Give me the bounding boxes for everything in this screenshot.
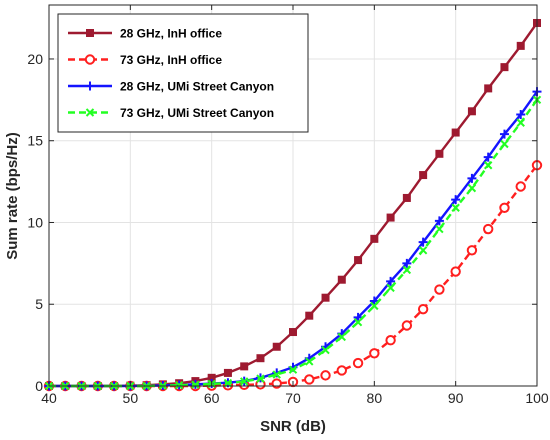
data-point <box>385 335 396 346</box>
data-point <box>337 332 347 342</box>
data-point <box>256 354 265 363</box>
legend-label: 28 GHz, InH office <box>120 27 222 41</box>
data-point <box>386 283 395 293</box>
data-point <box>386 276 396 286</box>
data-point <box>450 266 461 277</box>
data-point <box>418 237 428 247</box>
data-point <box>354 256 363 265</box>
y-axis-label: Sum rate (bps/Hz) <box>4 132 21 260</box>
data-point <box>516 41 525 50</box>
data-point <box>369 348 380 359</box>
data-point <box>240 362 249 371</box>
data-point <box>223 368 232 377</box>
y-tick-label: 10 <box>27 214 43 230</box>
data-point <box>434 284 445 295</box>
data-point <box>483 161 493 170</box>
data-point <box>370 301 379 311</box>
data-point <box>191 380 200 389</box>
data-point <box>353 312 363 322</box>
data-point <box>467 173 477 183</box>
data-point <box>321 345 330 355</box>
data-point <box>451 195 461 205</box>
x-tick-label: 50 <box>123 390 139 406</box>
data-point <box>304 374 315 385</box>
data-point <box>321 293 330 302</box>
data-point <box>467 107 476 116</box>
x-tick-label: 60 <box>204 390 220 406</box>
x-tick-label: 100 <box>525 390 549 406</box>
data-point <box>305 311 314 320</box>
data-point <box>500 139 509 149</box>
data-point <box>466 245 478 256</box>
data-point <box>516 118 525 127</box>
y-tick-label: 20 <box>27 51 43 67</box>
legend-marker <box>84 54 96 65</box>
x-tick-label: 70 <box>285 390 301 406</box>
data-point <box>500 63 509 72</box>
data-point <box>289 328 297 337</box>
data-point <box>419 171 428 180</box>
data-point <box>451 128 460 137</box>
data-point <box>499 202 510 213</box>
data-point <box>434 216 444 226</box>
data-point <box>418 246 428 255</box>
legend-marker <box>85 81 95 91</box>
data-point <box>352 357 364 369</box>
data-point <box>515 181 526 192</box>
legend-label: 28 GHz, UMi Street Canyon <box>120 80 274 94</box>
x-tick-label: 40 <box>41 390 57 406</box>
data-point <box>386 213 395 222</box>
data-point <box>223 378 233 388</box>
data-point <box>451 203 460 212</box>
legend-label: 73 GHz, UMi Street Canyon <box>120 106 274 120</box>
x-tick-label: 80 <box>367 390 383 406</box>
data-point <box>353 318 363 327</box>
data-point <box>336 365 347 376</box>
data-point <box>402 265 412 275</box>
data-point <box>484 84 493 93</box>
data-point <box>239 377 249 386</box>
x-tick-label: 90 <box>448 390 464 406</box>
data-point <box>417 303 429 315</box>
legend-marker <box>86 29 94 37</box>
data-point <box>467 183 477 193</box>
y-tick-label: 15 <box>27 133 43 149</box>
data-point <box>435 149 444 158</box>
data-point <box>402 258 412 268</box>
data-point <box>483 223 494 235</box>
legend-marker <box>85 108 95 117</box>
legend: 28 GHz, InH office 73 GHz, InH office 28 G… <box>57 13 309 133</box>
y-tick-label: 0 <box>35 378 43 394</box>
data-point <box>272 370 281 379</box>
data-point <box>401 320 413 331</box>
data-point <box>305 357 314 366</box>
data-point <box>483 152 493 162</box>
data-point <box>402 193 411 202</box>
data-point <box>435 224 444 234</box>
data-point <box>370 234 379 243</box>
data-point <box>174 380 184 390</box>
data-point <box>337 275 346 284</box>
data-point <box>499 129 509 139</box>
data-point <box>288 365 298 374</box>
axis-ticks: 40 50 60 70 80 90 100 0 5 10 15 20 <box>27 5 549 406</box>
y-tick-label: 5 <box>35 296 43 312</box>
data-point <box>320 370 331 381</box>
data-point <box>256 374 265 383</box>
data-point <box>516 110 526 120</box>
data-point <box>272 342 281 351</box>
legend-label: 73 GHz, InH office <box>120 53 222 67</box>
x-axis-label: SNR (dB) <box>260 418 326 435</box>
